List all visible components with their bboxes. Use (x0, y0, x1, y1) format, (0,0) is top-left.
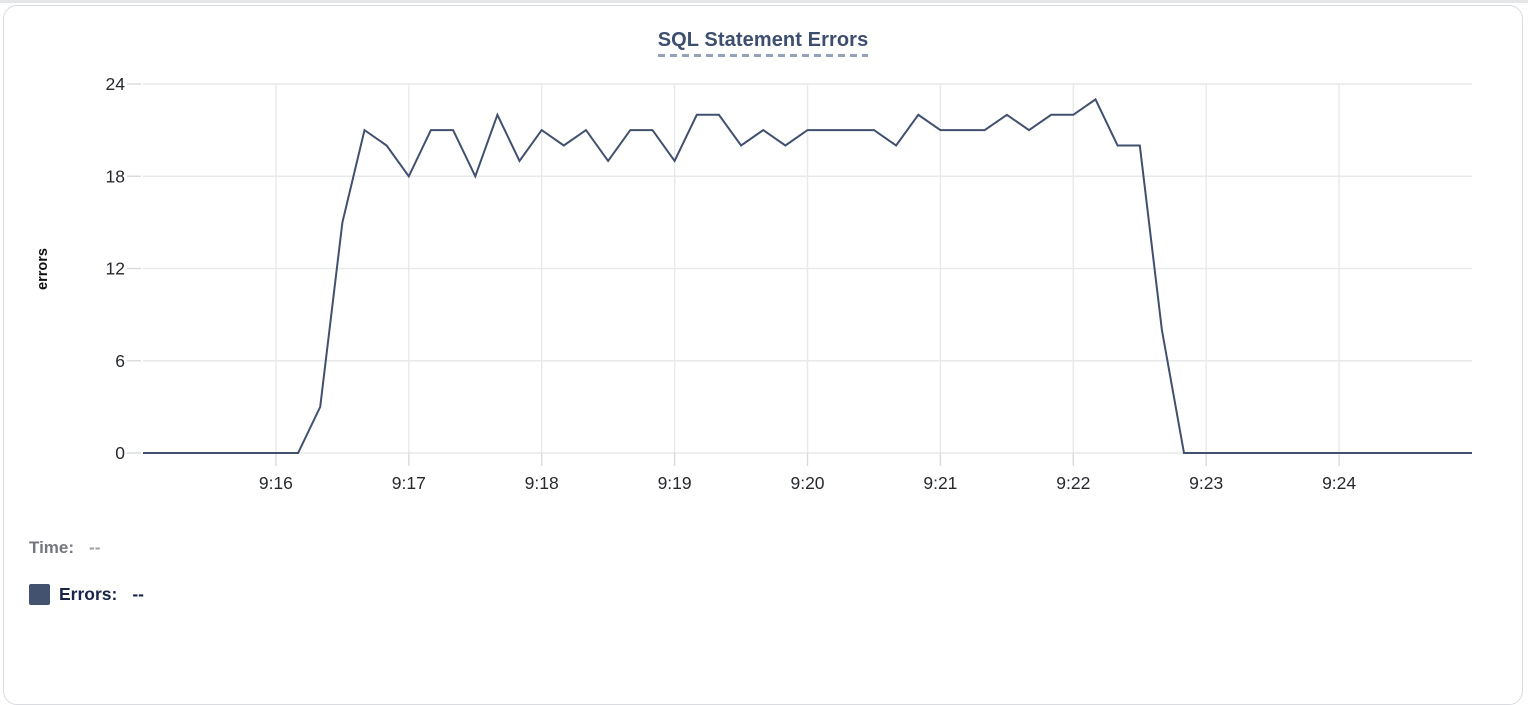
x-tick-label: 9:21 (923, 473, 957, 493)
y-tick-label: 0 (115, 443, 125, 463)
top-edge-strip (0, 0, 1528, 3)
time-label: Time: (29, 538, 75, 557)
x-tick-label: 9:18 (525, 473, 559, 493)
x-tick-label: 9:24 (1322, 473, 1356, 493)
errors-line-chart[interactable]: 0 6 12 18 24 9:16 9:17 9:18 9:19 9:20 9:21 9:22 9:23… (4, 6, 1522, 514)
y-tick-label: 24 (106, 74, 126, 94)
y-tick-label: 18 (106, 166, 125, 186)
tooltip-time-row: Time: -- (29, 538, 144, 558)
tooltip-errors-row: Errors: -- (29, 584, 144, 605)
x-tick-label: 9:19 (658, 473, 692, 493)
chart-title[interactable]: SQL Statement Errors (657, 29, 869, 57)
y-axis-title: errors (35, 248, 51, 290)
tooltip-readout: Time: -- Errors: -- (29, 538, 144, 605)
y-tick-label: 12 (106, 259, 125, 279)
errors-series-line[interactable] (143, 97, 1472, 454)
x-tick-label: 9:23 (1189, 473, 1223, 493)
chart-header: SQL Statement Errors (4, 29, 1522, 57)
errors-value: -- (132, 584, 145, 604)
y-tick-label: 6 (115, 351, 125, 371)
x-tick-label: 9:22 (1056, 473, 1090, 493)
chart-card: 0 6 12 18 24 9:16 9:17 9:18 9:19 9:20 9:21 9:22 9:23… (3, 5, 1523, 705)
errors-series-swatch (29, 584, 50, 605)
errors-label: Errors: (59, 584, 118, 604)
time-value: -- (89, 538, 101, 557)
x-tick-label: 9:16 (259, 473, 293, 493)
x-tick-label: 9:17 (392, 473, 426, 493)
x-tick-label: 9:20 (790, 473, 824, 493)
